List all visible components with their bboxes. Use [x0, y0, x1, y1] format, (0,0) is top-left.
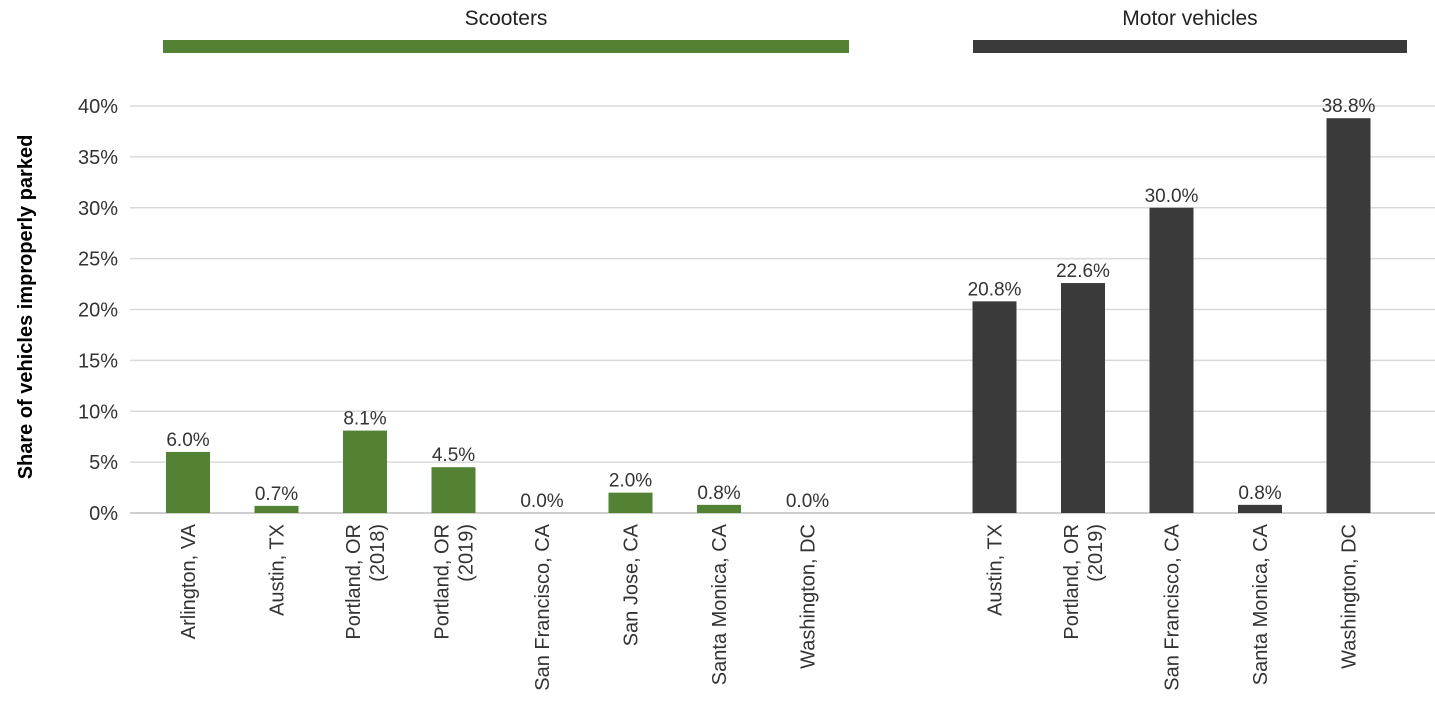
x-tick-line: Santa Monica, CA — [1250, 523, 1272, 685]
bar — [608, 492, 653, 513]
group-bracket — [973, 40, 1407, 53]
y-tick-label: 35% — [78, 147, 118, 169]
x-tick-label: Portland, OR (2019) — [1061, 524, 1107, 640]
gridlines — [130, 105, 1435, 514]
data-label: 38.8% — [1322, 96, 1376, 117]
bar — [431, 467, 476, 513]
group-label: Motor vehicles — [1122, 7, 1257, 30]
bar — [166, 451, 210, 513]
y-tick-label: 25% — [78, 249, 118, 271]
y-tick-label: 30% — [78, 198, 118, 220]
x-tick-line: Austin, TX — [267, 524, 289, 616]
x-tick-line: Santa Monica, CA — [709, 523, 731, 685]
data-label: 0.0% — [786, 491, 829, 512]
x-tick-line: Arlington, VA — [178, 523, 200, 639]
data-label: 20.8% — [968, 279, 1022, 300]
x-tick-line: San Francisco, CA — [532, 523, 554, 690]
y-tick-label: 15% — [78, 350, 118, 372]
group-headers: Scooters Motor vehicles — [163, 7, 1407, 53]
bar — [1149, 207, 1194, 513]
data-label: 0.8% — [697, 483, 740, 504]
x-tick-line: (2018) — [367, 524, 389, 582]
y-axis-title: Share of vehicles improperly parked — [15, 135, 37, 480]
x-tick-label: San Jose, CA — [621, 523, 643, 646]
x-tick-line: Portland, OR — [343, 524, 365, 640]
group-label: Scooters — [465, 7, 548, 30]
y-tick-label: 20% — [78, 300, 118, 322]
x-tick-line: San Jose, CA — [621, 523, 643, 646]
x-tick-label: Washington, DC — [1339, 524, 1361, 669]
bar — [697, 504, 741, 513]
bar — [1061, 283, 1105, 513]
x-tick-label: Arlington, VA — [178, 523, 200, 639]
x-tick-label: Portland, OR (2019) — [432, 524, 478, 640]
data-label: 0.8% — [1238, 483, 1281, 504]
data-label: 6.0% — [166, 430, 209, 451]
data-label: 0.0% — [520, 491, 563, 512]
y-tick-label: 0% — [89, 503, 118, 525]
bar — [1326, 118, 1371, 514]
x-tick-line: (2019) — [456, 524, 478, 582]
data-label: 22.6% — [1056, 261, 1110, 282]
x-tick-line: Washington, DC — [798, 524, 820, 669]
y-axis-ticks: 0% 5% 10% 15% 20% 25% 30% 35% 40% — [78, 96, 118, 525]
x-tick-line: Portland, OR — [432, 524, 454, 640]
x-tick-line: Austin, TX — [985, 524, 1007, 616]
x-tick-label: Portland, OR (2018) — [343, 524, 389, 640]
data-label: 30.0% — [1145, 186, 1199, 207]
bar — [343, 430, 387, 513]
x-tick-label: San Francisco, CA — [1162, 523, 1184, 690]
bars — [166, 118, 1371, 514]
bar — [1238, 504, 1282, 513]
x-tick-label: Santa Monica, CA — [1250, 523, 1272, 685]
x-tick-label: Austin, TX — [267, 524, 289, 616]
x-axis-labels: Arlington, VA Austin, TX Portland, OR (2018… — [178, 523, 1361, 690]
data-labels: 6.0% 0.7% 8.1% 4.5% 0.0% 2.0% 0.8% 0.0% 20.8% 22.… — [166, 96, 1375, 512]
bar — [254, 505, 299, 513]
bar — [972, 301, 1017, 513]
data-label: 8.1% — [343, 409, 386, 430]
y-tick-label: 40% — [78, 96, 118, 118]
data-label: 0.7% — [255, 484, 298, 505]
x-tick-label: Austin, TX — [985, 524, 1007, 616]
data-label: 4.5% — [432, 445, 475, 466]
x-tick-label: Santa Monica, CA — [709, 523, 731, 685]
x-tick-line: Washington, DC — [1339, 524, 1361, 669]
x-tick-line: (2019) — [1085, 524, 1107, 582]
x-tick-label: Washington, DC — [798, 524, 820, 669]
data-label: 2.0% — [609, 471, 652, 492]
y-tick-label: 10% — [78, 401, 118, 423]
y-tick-label: 5% — [89, 452, 118, 474]
x-tick-line: Portland, OR — [1061, 524, 1083, 640]
x-tick-line: San Francisco, CA — [1162, 523, 1184, 690]
group-bracket — [163, 40, 849, 53]
x-tick-label: San Francisco, CA — [532, 523, 554, 690]
